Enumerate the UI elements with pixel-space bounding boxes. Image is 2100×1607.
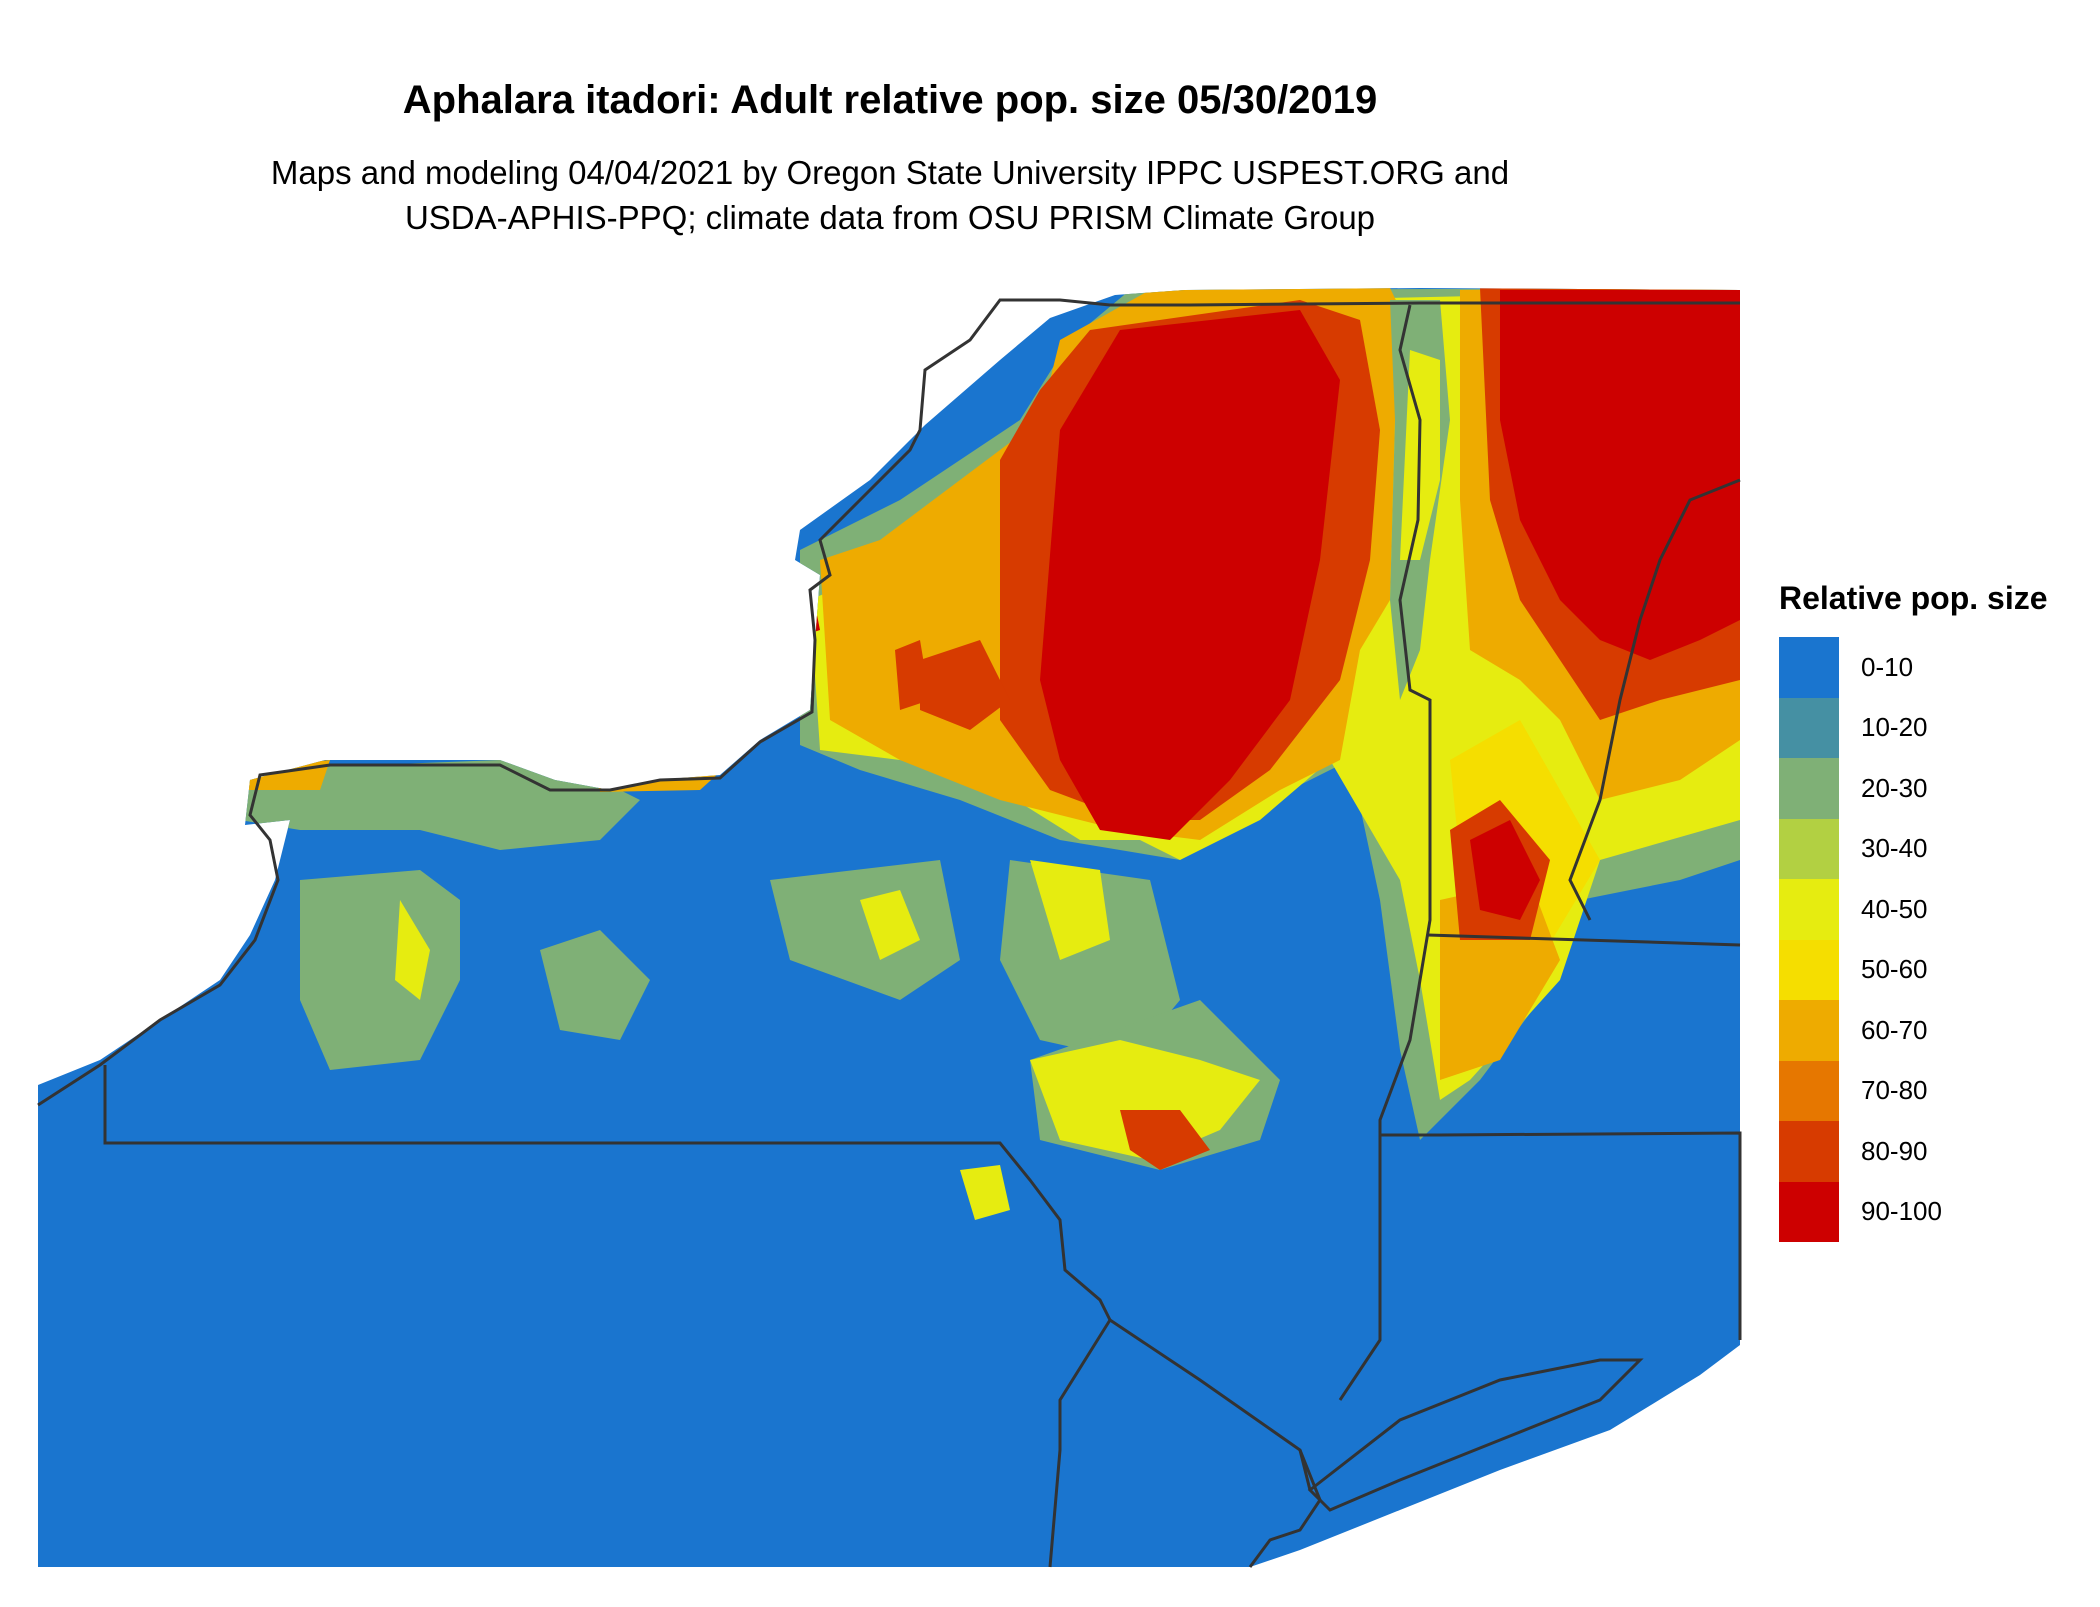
legend-item: 0-10 xyxy=(1779,637,2099,698)
legend-label: 90-100 xyxy=(1861,1196,1942,1227)
legend-items: 0-10 10-20 20-30 30-40 40-50 50-60 60-70… xyxy=(1779,637,2099,1242)
legend-swatch xyxy=(1779,1181,1839,1242)
legend-label: 20-30 xyxy=(1861,772,1928,803)
legend-item: 20-30 xyxy=(1779,758,2099,819)
legend-label: 70-80 xyxy=(1861,1075,1928,1106)
legend-item: 30-40 xyxy=(1779,818,2099,879)
legend-label: 30-40 xyxy=(1861,833,1928,864)
legend-item: 60-70 xyxy=(1779,1000,2099,1061)
legend-item: 90-100 xyxy=(1779,1181,2099,1242)
legend-item: 50-60 xyxy=(1779,939,2099,1000)
legend-item: 80-90 xyxy=(1779,1121,2099,1182)
legend-swatch xyxy=(1779,758,1839,819)
subtitle-line-1: Maps and modeling 04/04/2021 by Oregon S… xyxy=(270,154,1510,191)
legend-label: 50-60 xyxy=(1861,954,1928,985)
legend-title: Relative pop. size xyxy=(1779,580,2048,616)
legend-swatch xyxy=(1779,637,1839,698)
legend-label: 10-20 xyxy=(1861,712,1928,743)
map-title: Aphalara itadori: Adult relative pop. si… xyxy=(402,78,1378,122)
legend-swatch xyxy=(1779,1060,1839,1121)
legend: Relative pop. size 0-10 10-20 20-30 30-4… xyxy=(1779,580,2099,1242)
legend-label: 0-10 xyxy=(1861,651,1914,682)
subtitle-line-2: USDA-APHIS-PPQ; climate data from OSU PR… xyxy=(404,199,1376,236)
legend-swatch xyxy=(1779,1000,1839,1061)
legend-item: 70-80 xyxy=(1779,1060,2099,1121)
legend-swatch xyxy=(1779,1121,1839,1182)
legend-item: 40-50 xyxy=(1779,879,2099,940)
legend-item: 10-20 xyxy=(1779,697,2099,758)
map-subtitle: Maps and modeling 04/04/2021 by Oregon S… xyxy=(0,150,1780,240)
legend-label: 60-70 xyxy=(1861,1014,1928,1045)
legend-label: 80-90 xyxy=(1861,1135,1928,1166)
legend-swatch xyxy=(1779,697,1839,758)
relative-pop-size-raster xyxy=(38,288,1740,1567)
legend-label: 40-50 xyxy=(1861,893,1928,924)
legend-swatch xyxy=(1779,818,1839,879)
legend-swatch xyxy=(1779,939,1839,1000)
legend-swatch xyxy=(1779,879,1839,940)
state-borders xyxy=(37,298,1742,1568)
